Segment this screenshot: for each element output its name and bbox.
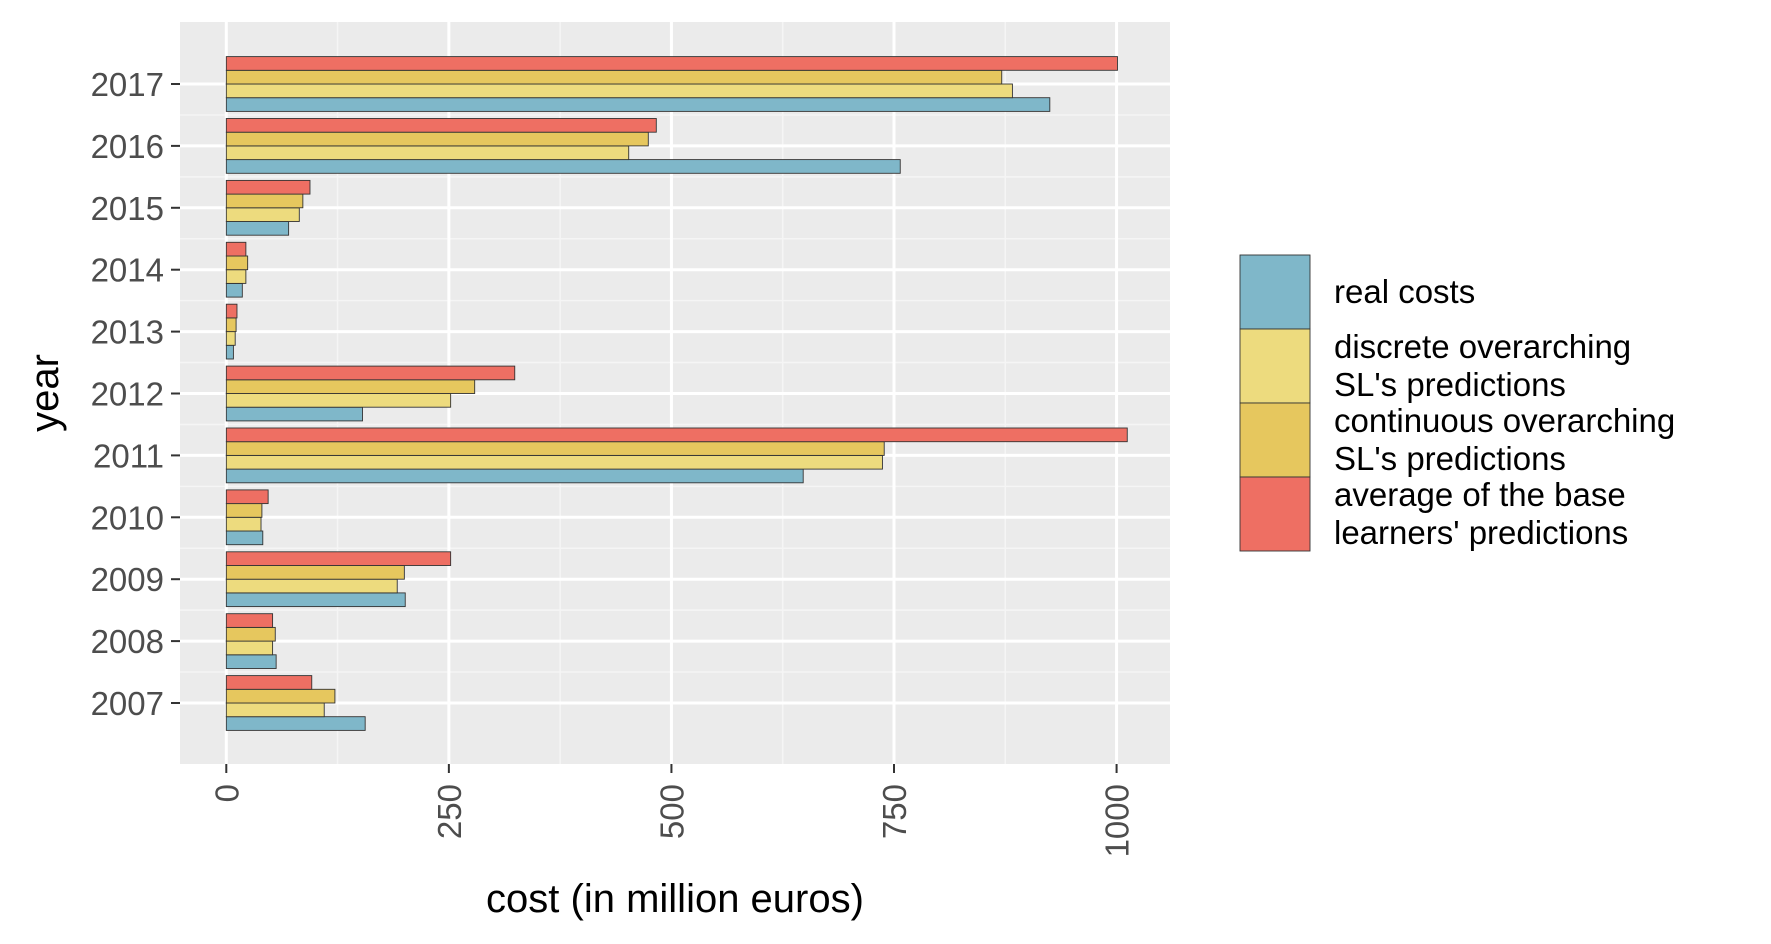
x-tick-label: 0 (208, 784, 245, 802)
legend-label: average of the base (1334, 476, 1626, 513)
y-tick-label: 2008 (91, 623, 164, 660)
legend-key (1239, 476, 1311, 552)
bar (225, 654, 277, 669)
bar (225, 688, 336, 704)
y-tick-label: 2017 (91, 66, 164, 103)
bar (225, 489, 269, 505)
x-axis-title: cost (in million euros) (486, 877, 864, 921)
bars (225, 56, 1128, 731)
bar (225, 131, 649, 147)
bar (225, 393, 452, 408)
legend-label: continuous overarching (1334, 402, 1675, 439)
y-tick-label: 2016 (91, 128, 164, 165)
bar (225, 427, 1128, 443)
bar (225, 702, 325, 718)
x-tick-label: 750 (876, 784, 913, 839)
bar (225, 317, 237, 333)
y-tick-label: 2009 (91, 561, 164, 598)
bar (225, 592, 406, 608)
bar (225, 331, 236, 346)
y-tick-label: 2013 (91, 314, 164, 351)
y-tick-label: 2014 (91, 252, 164, 289)
legend-label: SL's predictions (1334, 366, 1566, 403)
bar (225, 365, 516, 381)
y-tick-label: 2007 (91, 685, 164, 722)
x-axis: 0 250 500 750 1000 (208, 764, 1136, 857)
x-tick-label: 1000 (1099, 784, 1136, 857)
bar (225, 379, 476, 394)
bar (225, 269, 247, 284)
y-tick-label: 2012 (91, 376, 164, 413)
bar (225, 282, 243, 298)
bar (225, 716, 366, 731)
bar (225, 159, 901, 174)
y-axis: 2007 2008 2009 2010 2011 2012 2013 2014 2015 2016… (91, 66, 180, 722)
bar (225, 69, 1003, 85)
bar (225, 516, 262, 532)
bar (225, 255, 249, 271)
bar (225, 578, 398, 594)
bar (225, 207, 300, 222)
x-tick-label: 500 (653, 784, 690, 839)
bar (225, 675, 313, 690)
bar (225, 221, 290, 236)
legend-label: discrete overarching (1334, 328, 1631, 365)
legend-key (1239, 402, 1311, 478)
bar (225, 626, 276, 642)
legend-label: learners' predictions (1334, 514, 1628, 551)
bar (225, 118, 657, 133)
bar (225, 97, 1051, 112)
bar (225, 441, 885, 456)
legend-item: real costs (1239, 254, 1475, 330)
bar (225, 640, 274, 656)
bar (225, 454, 883, 470)
y-tick-label: 2010 (91, 499, 164, 536)
bar (225, 503, 263, 518)
bar (225, 56, 1118, 71)
bar (225, 241, 247, 257)
legend-key (1239, 328, 1311, 404)
bar (225, 565, 405, 580)
bar (225, 179, 311, 195)
legend-label: SL's predictions (1334, 440, 1566, 477)
y-axis-title: year (23, 354, 67, 432)
bar (225, 613, 274, 628)
bar (225, 145, 630, 161)
y-tick-label: 2015 (91, 190, 164, 227)
bar (225, 468, 804, 484)
x-tick-label: 250 (431, 784, 468, 839)
legend-key (1239, 254, 1311, 330)
bar (225, 83, 1013, 99)
y-tick-label: 2011 (93, 437, 164, 474)
bar (225, 551, 452, 566)
bar (225, 530, 264, 546)
bar (225, 303, 238, 319)
legend-label: real costs (1334, 273, 1475, 310)
bar (225, 344, 234, 360)
bar (225, 193, 304, 209)
bar (225, 406, 363, 422)
